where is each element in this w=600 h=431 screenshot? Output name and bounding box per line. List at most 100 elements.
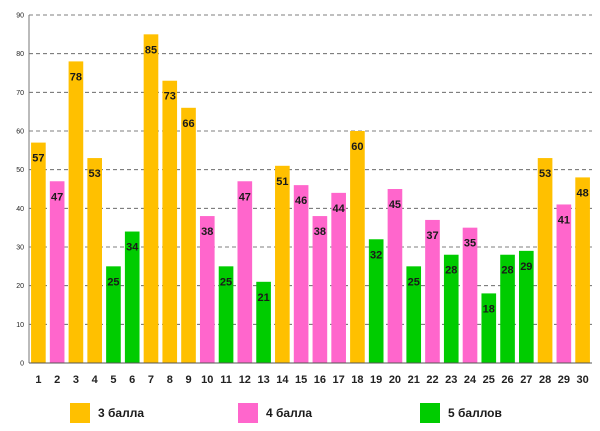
data-label-18: 60 [351, 141, 363, 153]
legend-item-3-balla: 3 балла [70, 402, 144, 424]
x-tick-label-3: 3 [73, 374, 79, 386]
x-tick-label-26: 26 [501, 374, 513, 386]
legend-label-3-balla: 3 балла [98, 406, 145, 420]
x-tick-label-25: 25 [483, 374, 495, 386]
bar-chart: 5747785325348573663825472151463844603245… [16, 13, 592, 386]
data-label-1: 57 [32, 153, 44, 165]
y-tick-label-0: 0 [20, 361, 24, 368]
data-label-2: 47 [51, 191, 63, 203]
x-tick-label-5: 5 [110, 374, 116, 386]
data-label-25: 18 [483, 303, 495, 315]
bar-14 [275, 165, 290, 363]
x-tick-label-21: 21 [408, 374, 420, 386]
x-tick-label-12: 12 [239, 374, 251, 386]
data-label-20: 45 [389, 199, 401, 211]
bar-12 [237, 181, 253, 363]
x-tick-label-30: 30 [576, 374, 588, 386]
data-label-21: 25 [408, 276, 420, 288]
x-tick-label-20: 20 [389, 374, 401, 386]
data-label-3: 78 [70, 71, 82, 83]
y-tick-label-80: 80 [16, 51, 24, 58]
data-label-7: 85 [145, 44, 157, 56]
y-tick-label-50: 50 [16, 167, 24, 174]
data-label-11: 25 [220, 276, 232, 288]
x-tick-label-29: 29 [558, 374, 570, 386]
bar-28 [537, 158, 553, 363]
bar-1 [31, 142, 46, 363]
data-label-24: 35 [464, 238, 476, 250]
x-tick-label-1: 1 [35, 374, 41, 386]
x-tick-label-18: 18 [351, 374, 363, 386]
bar-5 [106, 266, 121, 363]
x-tick-label-7: 7 [148, 374, 154, 386]
bar-4 [87, 158, 103, 363]
x-tick-label-11: 11 [220, 374, 232, 386]
x-tick-label-16: 16 [314, 374, 326, 386]
x-tick-label-19: 19 [370, 374, 382, 386]
bar-21 [406, 266, 422, 363]
y-tick-label-60: 60 [16, 129, 24, 136]
data-label-15: 46 [295, 195, 307, 207]
x-tick-label-4: 4 [92, 374, 99, 386]
bars: 57 47 78 53 25 34 85 73 66 38 25 47 21 51 46 38 44 60 32 45… [31, 34, 590, 364]
bar-29 [556, 204, 572, 363]
y-tick-label-90: 90 [16, 13, 24, 20]
data-label-12: 47 [239, 191, 251, 203]
y-tick-label-40: 40 [16, 206, 24, 213]
data-label-19: 32 [370, 249, 382, 261]
bar-15 [293, 185, 309, 363]
y-tick-label-20: 20 [16, 283, 24, 290]
x-tick-label-23: 23 [445, 374, 457, 386]
y-tick-label-30: 30 [16, 245, 24, 252]
bar-8 [162, 80, 178, 363]
data-label-27: 29 [520, 261, 532, 273]
legend-swatch-5-ballov [420, 403, 440, 423]
bar-11 [218, 266, 234, 363]
x-tick-label-22: 22 [426, 374, 438, 386]
data-label-28: 53 [539, 168, 551, 180]
data-label-16: 38 [314, 226, 326, 238]
data-label-6: 34 [126, 242, 139, 254]
bar-2 [49, 181, 65, 363]
x-tick-label-8: 8 [167, 374, 173, 386]
data-label-5: 25 [107, 276, 119, 288]
legend-item-4-balla: 4 балла [238, 402, 312, 424]
x-tick-label-15: 15 [295, 374, 307, 386]
bar-30 [575, 177, 590, 363]
data-label-26: 28 [501, 265, 513, 277]
bar-13 [256, 281, 271, 363]
bar-27 [518, 250, 534, 363]
x-tick-label-28: 28 [539, 374, 551, 386]
bar-18 [350, 131, 365, 363]
legend-item-5-ballov: 5 баллов [420, 402, 502, 424]
data-label-29: 41 [558, 214, 570, 226]
data-label-22: 37 [426, 230, 438, 242]
data-label-10: 38 [201, 226, 213, 238]
bar-24 [462, 227, 478, 363]
data-label-13: 21 [257, 292, 269, 304]
bar-22 [425, 219, 440, 363]
bar-23 [443, 254, 459, 363]
x-tick-label-6: 6 [129, 374, 135, 386]
data-label-8: 73 [164, 91, 176, 103]
grid-lines [29, 14, 592, 325]
x-tick-label-10: 10 [201, 374, 213, 386]
data-label-30: 48 [576, 187, 588, 199]
x-tick-label-17: 17 [333, 374, 345, 386]
y-tick-label-70: 70 [16, 90, 24, 97]
legend-swatch-3-balla [70, 403, 90, 423]
bar-6 [124, 231, 140, 363]
bar-19 [368, 239, 384, 363]
bar-20 [387, 189, 403, 363]
bar-16 [312, 216, 328, 363]
data-label-14: 51 [276, 176, 288, 188]
x-tick-label-13: 13 [257, 374, 269, 386]
x-tick-label-27: 27 [520, 374, 532, 386]
data-label-9: 66 [182, 118, 194, 130]
bar-10 [199, 216, 215, 363]
legend-label-5-ballov: 5 баллов [448, 406, 502, 420]
x-tick-label-2: 2 [54, 374, 60, 386]
legend-label-4-balla: 4 балла [266, 406, 313, 420]
x-tick-label-14: 14 [276, 374, 289, 386]
